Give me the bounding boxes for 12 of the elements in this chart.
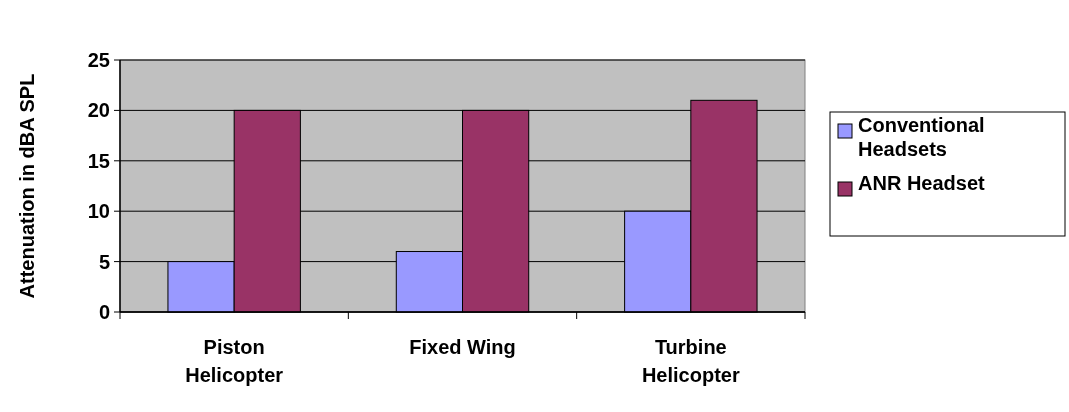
y-axis-title: Attenuation in dBA SPL bbox=[16, 73, 38, 299]
x-tick-label: Piston Helicopter bbox=[185, 336, 284, 386]
y-tick-label: 15 bbox=[87, 149, 110, 172]
y-tick-label: 10 bbox=[87, 200, 110, 223]
legend-label: ANR Headset bbox=[858, 172, 986, 194]
x-tick-label: Turbine Helicopter bbox=[641, 336, 740, 386]
y-tick-label: 25 bbox=[87, 49, 110, 71]
y-tick-label: 0 bbox=[98, 301, 110, 323]
legend-label: Conventional Headsets bbox=[858, 114, 985, 160]
y-tick-label: 5 bbox=[98, 250, 110, 273]
y-tick-label: 20 bbox=[87, 99, 110, 122]
x-tick-label: Fixed Wing bbox=[409, 336, 516, 358]
